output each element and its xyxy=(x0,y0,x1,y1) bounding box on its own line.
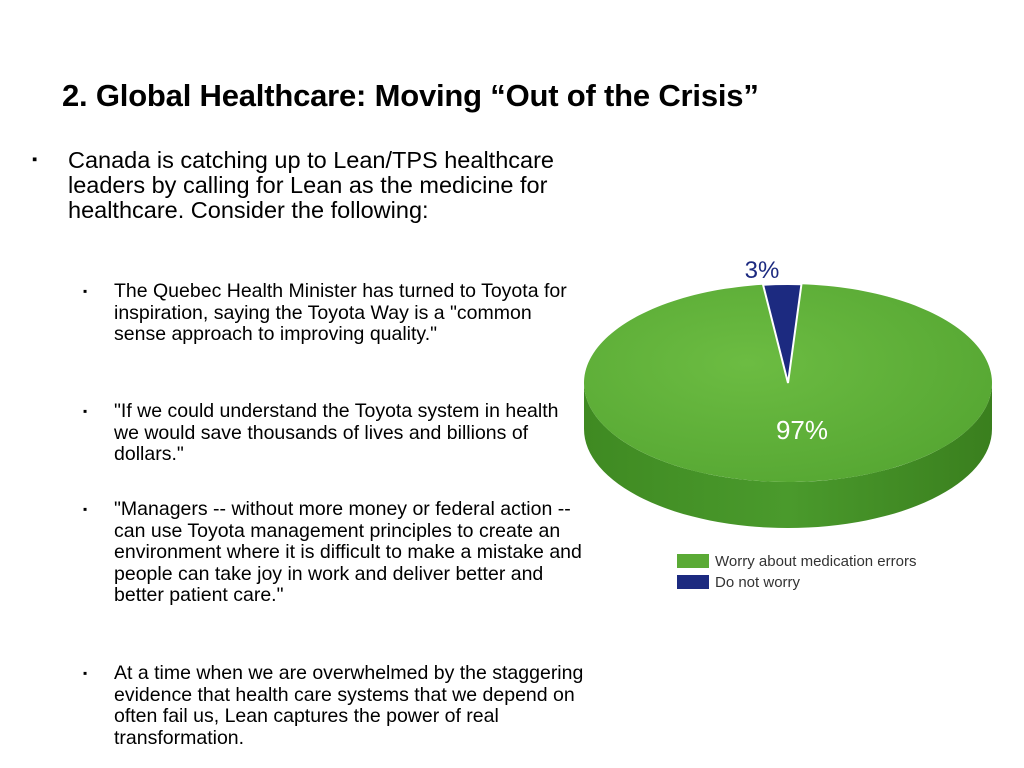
sub-bullet-text: "If we could understand the Toyota syste… xyxy=(114,400,559,465)
sub-bullet: ▪ The Quebec Health Minister has turned … xyxy=(83,280,584,346)
main-bullet: ▪ Canada is catching up to Lean/TPS heal… xyxy=(32,147,583,223)
pie-side-wall xyxy=(584,383,992,528)
data-label: 3% xyxy=(745,257,780,284)
bullet-icon: ▪ xyxy=(32,151,38,168)
sub-bullet: ▪ "If we could understand the Toyota sys… xyxy=(83,400,584,466)
pie-plot-area: 3% 97% xyxy=(584,257,992,528)
slide-title: 2. Global Healthcare: Moving “Out of the… xyxy=(62,78,759,113)
main-bullet-text: Canada is catching up to Lean/TPS health… xyxy=(68,147,554,223)
data-label: 97% xyxy=(776,415,828,445)
legend-label: Worry about medication errors xyxy=(715,553,916,570)
bullet-icon: ▪ xyxy=(83,502,88,516)
legend-swatch xyxy=(677,575,709,589)
sub-bullet-text: The Quebec Health Minister has turned to… xyxy=(114,280,567,345)
bullet-icon: ▪ xyxy=(83,666,88,680)
sub-bullet-text: At a time when we are overwhelmed by the… xyxy=(114,662,584,749)
pie-chart: 3% 97% Worry about medication errors Do no… xyxy=(584,257,992,591)
legend-label: Do not worry xyxy=(715,574,801,591)
sub-bullet: ▪ "Managers -- without more money or fed… xyxy=(83,498,584,607)
chart-legend: Worry about medication errors Do not worr… xyxy=(677,553,916,591)
bullet-icon: ▪ xyxy=(83,284,88,298)
pie-slice xyxy=(761,283,803,384)
sub-bullet: ▪ At a time when we are overwhelmed by t… xyxy=(83,662,584,749)
sub-bullet-text: "Managers -- without more money or feder… xyxy=(114,498,582,606)
legend-swatch xyxy=(677,554,709,568)
bullet-icon: ▪ xyxy=(83,404,88,418)
